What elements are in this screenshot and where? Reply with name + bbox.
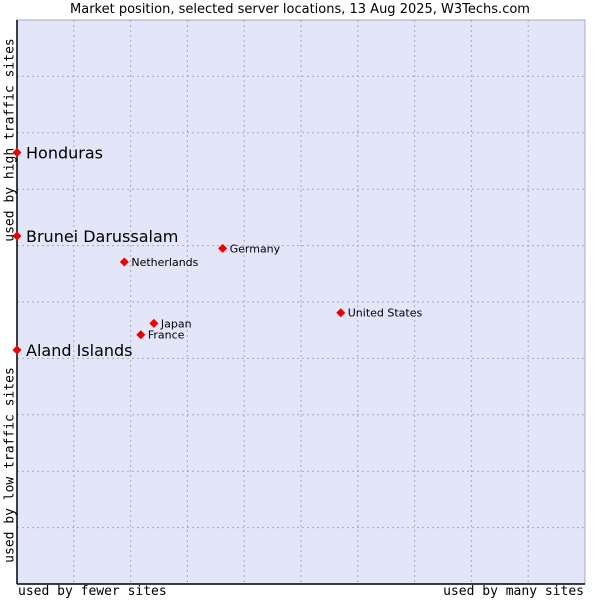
y-axis-label-high: used by high traffic sites [2, 38, 18, 242]
marker-brunei-darussalam [12, 231, 22, 241]
marker-france [136, 330, 146, 340]
marker-aland-islands [12, 345, 22, 355]
marker-germany [218, 243, 228, 253]
data-point-germany: Germany [218, 242, 281, 255]
data-point-aland-islands: Aland Islands [12, 341, 133, 360]
data-point-france: France [136, 329, 185, 342]
point-label-honduras: Honduras [26, 144, 103, 163]
point-label-aland-islands: Aland Islands [26, 341, 133, 360]
point-label-netherlands: Netherlands [131, 256, 198, 269]
grid-lines [17, 20, 585, 584]
axes [16, 19, 586, 585]
point-label-germany: Germany [230, 242, 281, 255]
point-label-united-states: United States [348, 307, 423, 320]
point-label-brunei-darussalam: Brunei Darussalam [26, 227, 178, 246]
marker-japan [149, 318, 159, 328]
y-axis-label-low: used by low traffic sites [2, 367, 18, 563]
data-point-brunei-darussalam: Brunei Darussalam [12, 227, 178, 246]
data-point-japan: Japan [149, 317, 192, 330]
x-axis-label-many: used by many sites [443, 584, 584, 599]
data-point-united-states: United States [336, 307, 423, 320]
data-point-netherlands: Netherlands [119, 256, 199, 269]
chart-title: Market position, selected server locatio… [70, 2, 530, 17]
point-label-japan: Japan [160, 317, 192, 330]
data-points: Honduras Brunei Darussalam Aland Islands Ge… [12, 144, 423, 360]
point-label-france: France [148, 329, 185, 342]
data-point-honduras: Honduras [12, 144, 103, 163]
x-axis-label-fewer: used by fewer sites [18, 584, 167, 599]
marker-honduras [12, 148, 22, 158]
marker-united-states [336, 308, 346, 318]
marker-netherlands [119, 257, 129, 267]
